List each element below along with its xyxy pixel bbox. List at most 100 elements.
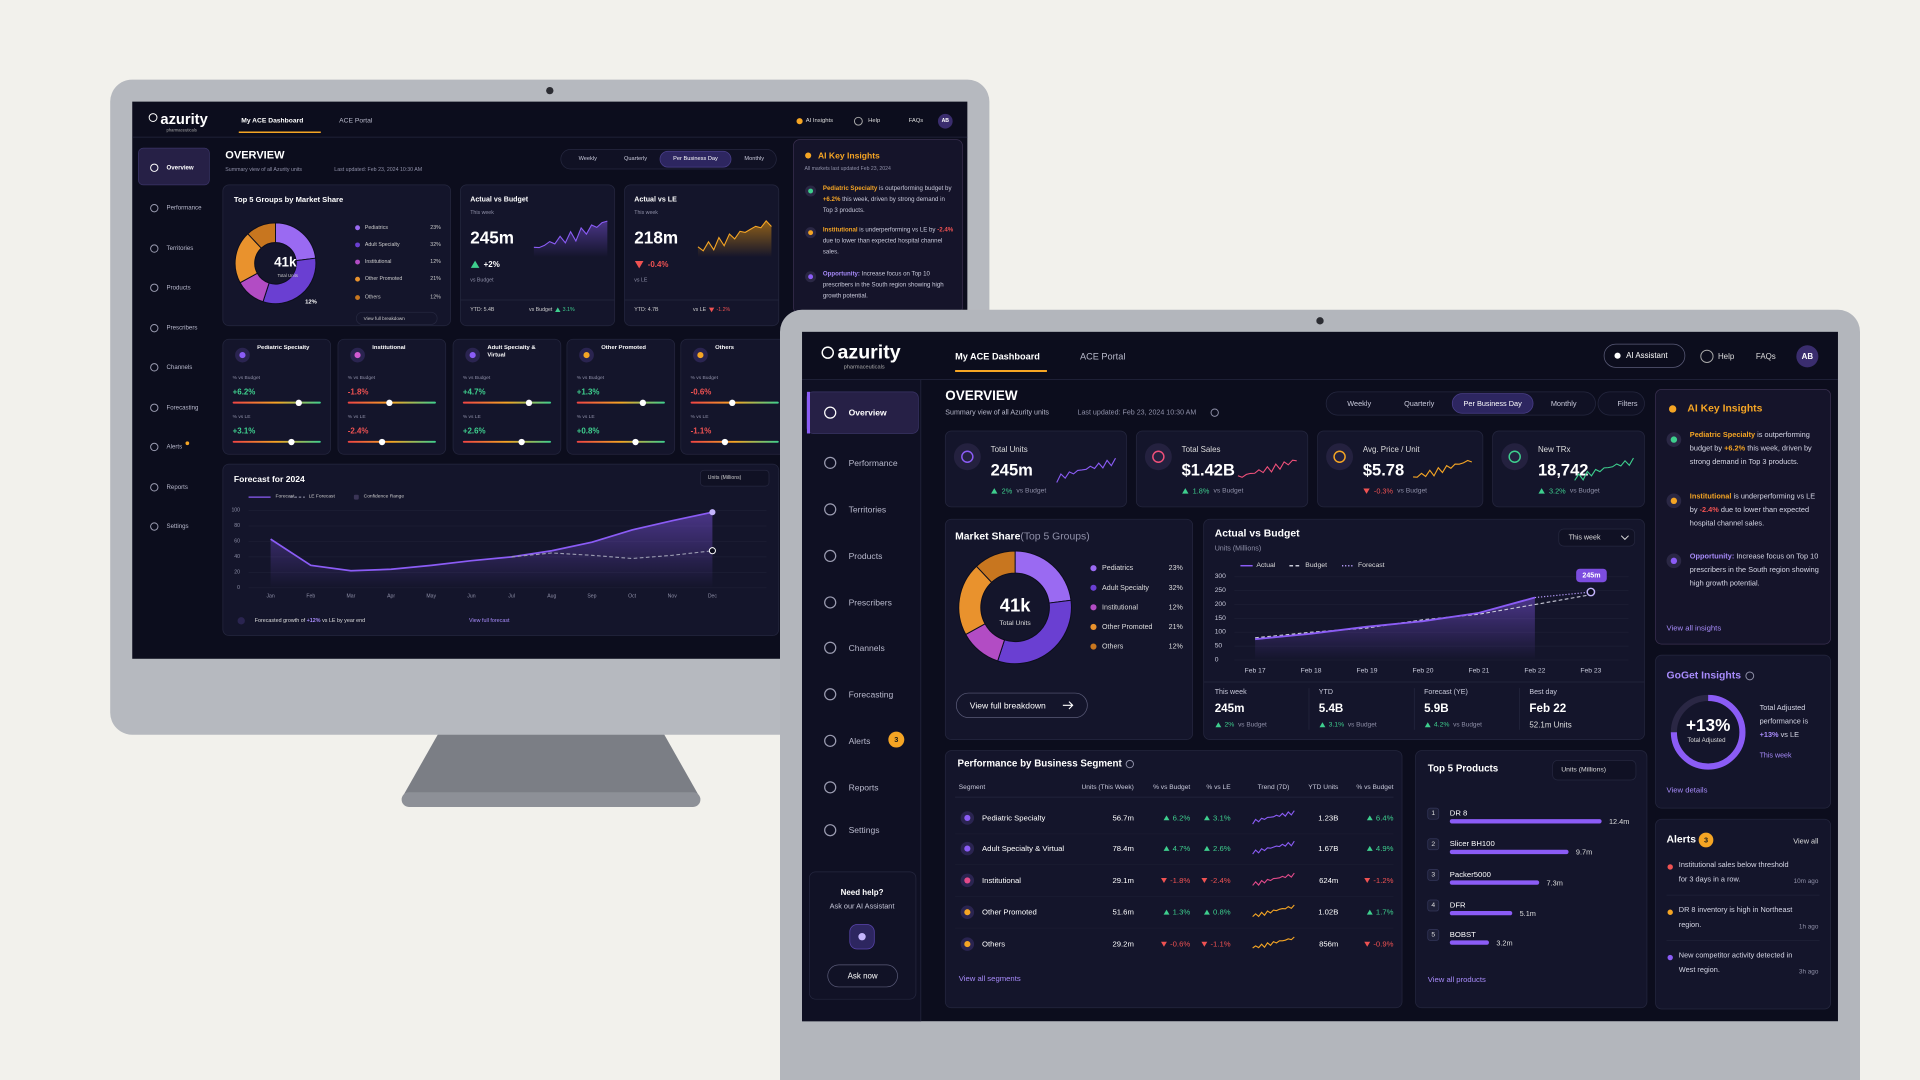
label: Total Units xyxy=(999,620,1031,627)
text-part: (Top 5 Groups) xyxy=(1020,531,1089,542)
monitor-stand xyxy=(401,724,701,799)
link[interactable]: View full breakdown xyxy=(970,700,1046,710)
nav-item[interactable]: Channels xyxy=(849,643,885,653)
nav-item[interactable]: Performance xyxy=(849,458,898,468)
column-header: Trend (7D) xyxy=(1258,784,1290,791)
label[interactable]: FAQs xyxy=(909,118,924,124)
kpi-value: $5.78 xyxy=(1363,461,1404,480)
icon xyxy=(150,483,159,492)
button[interactable] xyxy=(955,692,1088,718)
label[interactable]: Units (Millions) xyxy=(1561,767,1606,774)
nav-item[interactable]: Territories xyxy=(167,245,194,252)
nav-item[interactable]: Territories xyxy=(849,504,887,514)
label: 4.7% xyxy=(1173,844,1191,853)
nav-item[interactable]: Reports xyxy=(849,782,879,792)
link[interactable]: View details xyxy=(1667,785,1708,794)
link[interactable]: View all insights xyxy=(1667,624,1722,633)
insight: Opportunity: Increase focus on Top 10 pr… xyxy=(1690,551,1825,591)
period-option[interactable]: Quarterly xyxy=(1404,399,1434,408)
nav-item[interactable]: Overview xyxy=(167,164,194,171)
nav-item[interactable]: Channels xyxy=(167,364,193,371)
label: 29.2m xyxy=(1112,940,1133,949)
label: 56.7m xyxy=(1112,813,1133,822)
legend-swatch xyxy=(353,494,359,500)
tab[interactable]: ACE Portal xyxy=(339,118,373,125)
label[interactable]: Help xyxy=(1718,352,1735,361)
dropdown[interactable] xyxy=(1552,760,1637,781)
link[interactable]: View full forecast xyxy=(469,618,510,624)
label: 4.2% xyxy=(1434,721,1450,728)
nav-item[interactable]: Alerts xyxy=(167,443,183,450)
label: 3h ago xyxy=(1799,969,1819,976)
link[interactable]: View all segments xyxy=(959,974,1021,983)
link[interactable]: View all xyxy=(1793,837,1818,846)
label[interactable]: This week xyxy=(1569,534,1601,542)
panel xyxy=(1415,750,1648,1009)
trend-arrow xyxy=(1163,815,1170,821)
slider xyxy=(462,440,552,443)
rank-box xyxy=(1427,899,1440,912)
label: -1.2% xyxy=(1373,876,1393,885)
button[interactable] xyxy=(827,964,898,988)
sparkline xyxy=(1252,840,1295,855)
trend-arrow xyxy=(708,307,715,313)
tab[interactable]: ACE Portal xyxy=(1080,351,1125,361)
rank-box xyxy=(1427,838,1440,851)
label[interactable]: AI Assistant xyxy=(1626,351,1668,360)
tab[interactable]: My ACE Dashboard xyxy=(955,351,1040,361)
logo-tagline: pharmaceuticals xyxy=(844,364,885,370)
nav-item[interactable]: Prescribers xyxy=(167,325,198,332)
tab[interactable]: My ACE Dashboard xyxy=(241,118,303,125)
icon xyxy=(721,438,729,446)
label[interactable]: Help xyxy=(868,118,881,124)
dropdown[interactable] xyxy=(700,469,770,487)
nav-item[interactable]: Forecasting xyxy=(167,404,199,411)
period-option[interactable]: Weekly xyxy=(1347,399,1371,408)
icon xyxy=(1667,909,1673,915)
icon xyxy=(1326,443,1354,471)
label: Pediatric Specialty xyxy=(982,813,1046,822)
period-option[interactable]: Monthly xyxy=(744,156,764,162)
nav-item[interactable]: Products xyxy=(849,551,883,561)
label[interactable]: Filters xyxy=(1618,399,1638,408)
nav-item[interactable]: Forecasting xyxy=(849,689,894,699)
panel xyxy=(222,463,780,636)
label[interactable]: FAQs xyxy=(1756,352,1776,361)
label[interactable]: Units (Millions) xyxy=(708,475,742,481)
logo-mark xyxy=(821,346,834,359)
nav-item[interactable]: Settings xyxy=(167,523,189,530)
period-option[interactable]: Quarterly xyxy=(624,156,647,162)
text-part: +13% xyxy=(1759,732,1779,740)
link[interactable]: View all products xyxy=(1428,975,1486,984)
nav-item[interactable]: Performance xyxy=(167,205,203,212)
nav-item[interactable]: Overview xyxy=(849,408,887,418)
icon xyxy=(1090,565,1097,572)
button[interactable] xyxy=(355,311,438,325)
nav-item[interactable]: Reports xyxy=(167,484,188,491)
nav-item[interactable]: Products xyxy=(167,284,191,291)
button[interactable] xyxy=(1597,391,1645,416)
nav-item[interactable]: Settings xyxy=(849,825,880,835)
link[interactable]: View full breakdown xyxy=(364,316,406,321)
period-option[interactable]: Weekly xyxy=(579,156,598,162)
nav-item[interactable]: Prescribers xyxy=(849,597,892,607)
text-part: due to lower than expected hospital chan… xyxy=(822,237,943,256)
bar xyxy=(1449,849,1569,855)
nav-item[interactable]: Alerts xyxy=(849,736,871,746)
label[interactable]: Ask now xyxy=(848,971,878,980)
line-series xyxy=(511,550,713,560)
button[interactable] xyxy=(1603,343,1686,368)
icon xyxy=(150,363,159,372)
label: 1.3% xyxy=(1173,908,1191,917)
dropdown[interactable] xyxy=(1558,528,1636,547)
label[interactable]: AI Insights xyxy=(806,118,833,124)
label: 6.2% xyxy=(1173,813,1191,822)
bar xyxy=(1449,880,1540,885)
label: 5.1m xyxy=(1520,909,1536,918)
ring-label: Total Adjusted xyxy=(1687,737,1729,744)
panel xyxy=(337,338,447,455)
period-option[interactable]: Per Business Day xyxy=(673,156,718,162)
x-tick-label: Mar xyxy=(347,593,356,599)
period-option[interactable]: Monthly xyxy=(1551,399,1577,408)
period-option[interactable]: Per Business Day xyxy=(1464,399,1523,408)
